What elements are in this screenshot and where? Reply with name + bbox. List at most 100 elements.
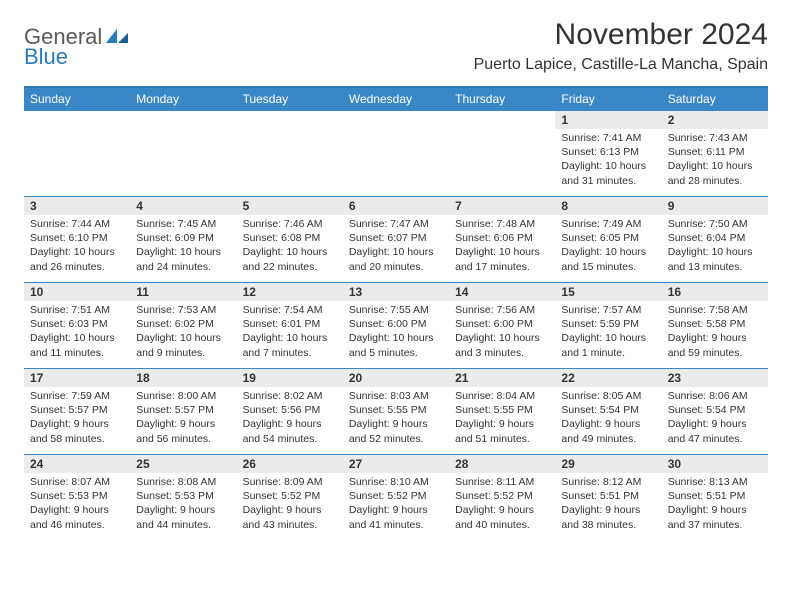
calendar-cell: 21Sunrise: 8:04 AMSunset: 5:55 PMDayligh… — [449, 369, 555, 455]
calendar-week-row: 17Sunrise: 7:59 AMSunset: 5:57 PMDayligh… — [24, 369, 768, 455]
day-number: 29 — [555, 455, 661, 473]
daylight-text-2: and 49 minutes. — [561, 432, 655, 446]
calendar-cell: 23Sunrise: 8:06 AMSunset: 5:54 PMDayligh… — [662, 369, 768, 455]
day-data: Sunrise: 7:50 AMSunset: 6:04 PMDaylight:… — [662, 215, 768, 278]
daylight-text-1: Daylight: 10 hours — [668, 245, 762, 259]
sunrise-text: Sunrise: 7:50 AM — [668, 217, 762, 231]
daylight-text-1: Daylight: 10 hours — [243, 245, 337, 259]
daylight-text-1: Daylight: 10 hours — [561, 159, 655, 173]
sunset-text: Sunset: 6:11 PM — [668, 145, 762, 159]
calendar-week-row: 10Sunrise: 7:51 AMSunset: 6:03 PMDayligh… — [24, 283, 768, 369]
calendar-cell: 28Sunrise: 8:11 AMSunset: 5:52 PMDayligh… — [449, 455, 555, 541]
daylight-text-1: Daylight: 10 hours — [561, 331, 655, 345]
sunset-text: Sunset: 5:57 PM — [136, 403, 230, 417]
calendar-cell: 2Sunrise: 7:43 AMSunset: 6:11 PMDaylight… — [662, 111, 768, 197]
calendar-cell: 13Sunrise: 7:55 AMSunset: 6:00 PMDayligh… — [343, 283, 449, 369]
day-data: Sunrise: 7:44 AMSunset: 6:10 PMDaylight:… — [24, 215, 130, 278]
calendar-cell: 17Sunrise: 7:59 AMSunset: 5:57 PMDayligh… — [24, 369, 130, 455]
day-data: Sunrise: 7:46 AMSunset: 6:08 PMDaylight:… — [237, 215, 343, 278]
calendar-cell: 18Sunrise: 8:00 AMSunset: 5:57 PMDayligh… — [130, 369, 236, 455]
day-data: Sunrise: 7:54 AMSunset: 6:01 PMDaylight:… — [237, 301, 343, 364]
day-number: 28 — [449, 455, 555, 473]
day-number: 1 — [555, 111, 661, 129]
sunset-text: Sunset: 5:53 PM — [30, 489, 124, 503]
day-number: 6 — [343, 197, 449, 215]
day-number: 15 — [555, 283, 661, 301]
calendar-cell: 27Sunrise: 8:10 AMSunset: 5:52 PMDayligh… — [343, 455, 449, 541]
day-number: 23 — [662, 369, 768, 387]
sunrise-text: Sunrise: 7:43 AM — [668, 131, 762, 145]
sunrise-text: Sunrise: 7:58 AM — [668, 303, 762, 317]
calendar-cell — [343, 111, 449, 197]
sunrise-text: Sunrise: 8:05 AM — [561, 389, 655, 403]
daylight-text-1: Daylight: 10 hours — [136, 331, 230, 345]
sunrise-text: Sunrise: 7:54 AM — [243, 303, 337, 317]
daylight-text-1: Daylight: 9 hours — [455, 503, 549, 517]
day-data: Sunrise: 7:41 AMSunset: 6:13 PMDaylight:… — [555, 129, 661, 192]
day-number: 2 — [662, 111, 768, 129]
daylight-text-2: and 41 minutes. — [349, 518, 443, 532]
calendar-cell: 20Sunrise: 8:03 AMSunset: 5:55 PMDayligh… — [343, 369, 449, 455]
sunset-text: Sunset: 6:05 PM — [561, 231, 655, 245]
day-data: Sunrise: 8:13 AMSunset: 5:51 PMDaylight:… — [662, 473, 768, 536]
daylight-text-2: and 11 minutes. — [30, 346, 124, 360]
day-number: 4 — [130, 197, 236, 215]
sunset-text: Sunset: 6:10 PM — [30, 231, 124, 245]
day-data: Sunrise: 8:08 AMSunset: 5:53 PMDaylight:… — [130, 473, 236, 536]
sunset-text: Sunset: 5:55 PM — [455, 403, 549, 417]
calendar-cell: 24Sunrise: 8:07 AMSunset: 5:53 PMDayligh… — [24, 455, 130, 541]
calendar-cell: 15Sunrise: 7:57 AMSunset: 5:59 PMDayligh… — [555, 283, 661, 369]
daylight-text-1: Daylight: 9 hours — [349, 503, 443, 517]
sunset-text: Sunset: 6:08 PM — [243, 231, 337, 245]
daylight-text-2: and 7 minutes. — [243, 346, 337, 360]
day-number: 21 — [449, 369, 555, 387]
day-header: Thursday — [449, 88, 555, 111]
daylight-text-2: and 15 minutes. — [561, 260, 655, 274]
day-data: Sunrise: 8:12 AMSunset: 5:51 PMDaylight:… — [555, 473, 661, 536]
daylight-text-2: and 51 minutes. — [455, 432, 549, 446]
sunset-text: Sunset: 6:03 PM — [30, 317, 124, 331]
daylight-text-2: and 1 minute. — [561, 346, 655, 360]
sunrise-text: Sunrise: 8:09 AM — [243, 475, 337, 489]
daylight-text-2: and 22 minutes. — [243, 260, 337, 274]
day-number: 3 — [24, 197, 130, 215]
day-data: Sunrise: 7:51 AMSunset: 6:03 PMDaylight:… — [24, 301, 130, 364]
day-data: Sunrise: 7:55 AMSunset: 6:00 PMDaylight:… — [343, 301, 449, 364]
sunset-text: Sunset: 5:55 PM — [349, 403, 443, 417]
daylight-text-2: and 37 minutes. — [668, 518, 762, 532]
sunset-text: Sunset: 6:01 PM — [243, 317, 337, 331]
day-data: Sunrise: 7:43 AMSunset: 6:11 PMDaylight:… — [662, 129, 768, 192]
daylight-text-2: and 44 minutes. — [136, 518, 230, 532]
day-number: 11 — [130, 283, 236, 301]
calendar-week-row: 1Sunrise: 7:41 AMSunset: 6:13 PMDaylight… — [24, 111, 768, 197]
daylight-text-2: and 13 minutes. — [668, 260, 762, 274]
daylight-text-2: and 31 minutes. — [561, 174, 655, 188]
day-data: Sunrise: 8:02 AMSunset: 5:56 PMDaylight:… — [237, 387, 343, 450]
day-data: Sunrise: 8:05 AMSunset: 5:54 PMDaylight:… — [555, 387, 661, 450]
calendar-cell — [130, 111, 236, 197]
sunrise-text: Sunrise: 7:56 AM — [455, 303, 549, 317]
calendar-cell: 26Sunrise: 8:09 AMSunset: 5:52 PMDayligh… — [237, 455, 343, 541]
day-number: 27 — [343, 455, 449, 473]
calendar-cell: 22Sunrise: 8:05 AMSunset: 5:54 PMDayligh… — [555, 369, 661, 455]
sunrise-text: Sunrise: 7:51 AM — [30, 303, 124, 317]
calendar-cell: 10Sunrise: 7:51 AMSunset: 6:03 PMDayligh… — [24, 283, 130, 369]
sunrise-text: Sunrise: 8:00 AM — [136, 389, 230, 403]
daylight-text-1: Daylight: 10 hours — [455, 245, 549, 259]
daylight-text-1: Daylight: 10 hours — [136, 245, 230, 259]
sunrise-text: Sunrise: 8:03 AM — [349, 389, 443, 403]
daylight-text-2: and 26 minutes. — [30, 260, 124, 274]
daylight-text-2: and 59 minutes. — [668, 346, 762, 360]
day-number: 26 — [237, 455, 343, 473]
day-number: 5 — [237, 197, 343, 215]
daylight-text-1: Daylight: 10 hours — [30, 245, 124, 259]
sunset-text: Sunset: 5:52 PM — [243, 489, 337, 503]
sunrise-text: Sunrise: 7:49 AM — [561, 217, 655, 231]
day-header: Monday — [130, 88, 236, 111]
daylight-text-1: Daylight: 9 hours — [30, 417, 124, 431]
daylight-text-2: and 24 minutes. — [136, 260, 230, 274]
sunset-text: Sunset: 5:59 PM — [561, 317, 655, 331]
sunset-text: Sunset: 5:53 PM — [136, 489, 230, 503]
sunrise-text: Sunrise: 7:45 AM — [136, 217, 230, 231]
calendar-cell: 6Sunrise: 7:47 AMSunset: 6:07 PMDaylight… — [343, 197, 449, 283]
